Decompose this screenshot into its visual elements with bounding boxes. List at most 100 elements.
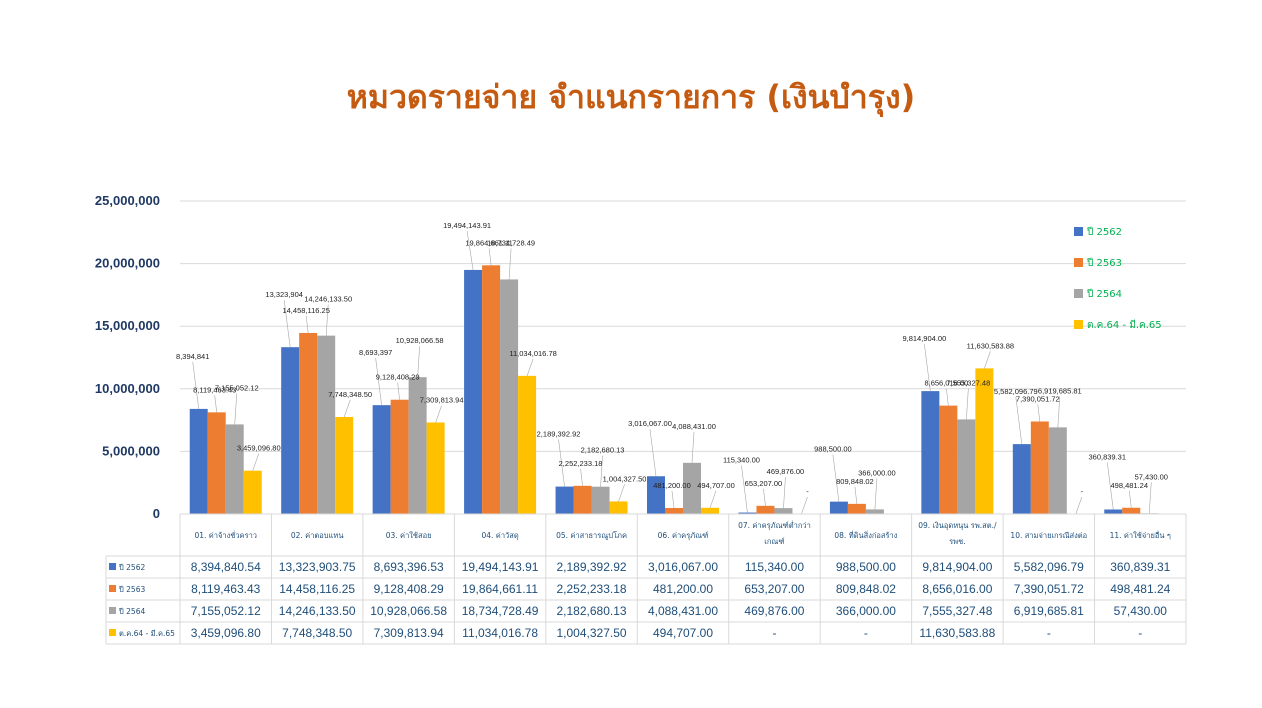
table-cell: 4,088,431.00: [648, 604, 718, 618]
table-cell: 19,494,143.91: [462, 560, 539, 574]
table-cell: 1,004,327.50: [557, 626, 627, 640]
data-label: 4,088,431.00: [672, 422, 716, 431]
table-cell: 7,555,327.48: [922, 604, 992, 618]
label-leader: [435, 405, 442, 423]
category-label: รพช.: [949, 537, 965, 546]
table-cell: 14,458,116.25: [279, 582, 355, 596]
y-tick-label: 20,000,000: [95, 256, 160, 271]
label-leader: [874, 478, 878, 510]
table-cell: 14,246,133.50: [279, 604, 356, 618]
y-tick-label: 10,000,000: [95, 381, 160, 396]
bar: [207, 412, 226, 514]
category-label: 05. ค่าสาธารณูปโภค: [556, 531, 627, 540]
table-row-swatch: [109, 629, 116, 636]
y-tick-label: 25,000,000: [95, 193, 160, 208]
data-label: -: [1081, 487, 1084, 496]
data-label: 5,582,096.79: [994, 387, 1038, 396]
bar: [390, 399, 409, 514]
table-cell: 2,189,392.92: [557, 560, 627, 574]
label-leader: [558, 439, 565, 487]
bar: [1030, 421, 1049, 514]
label-leader: [526, 358, 534, 376]
data-label: 19,494,143.91: [443, 221, 491, 230]
legend-label: ปี 2564: [1086, 288, 1122, 300]
table-row-name: ปี 2564: [118, 607, 145, 616]
bar: [957, 419, 976, 514]
label-leader: [252, 453, 260, 471]
data-label: 57,430.00: [1135, 472, 1168, 481]
legend: ปี 2562 ปี 2563 ปี 2564 ต.ค.64 - มี.ค.65: [1074, 226, 1162, 331]
bar: [829, 501, 848, 514]
bar: [665, 507, 683, 514]
data-label: -: [806, 487, 809, 496]
data-label: 115,340.00: [723, 456, 760, 465]
y-tick-label: 0: [153, 506, 160, 521]
bar: [225, 424, 244, 514]
bar: [847, 503, 866, 514]
label-leader: [741, 465, 748, 513]
bar: [243, 470, 262, 514]
data-label: 2,189,392.92: [537, 430, 581, 439]
data-label: 11,034,016.78: [509, 349, 556, 358]
bar: [738, 512, 757, 514]
data-label: 6,919,685.81: [1038, 386, 1082, 395]
bar: [1104, 509, 1123, 514]
table-cell: 498,481.24: [1110, 582, 1170, 596]
bar: [647, 476, 665, 514]
legend-label: ปี 2563: [1086, 257, 1122, 269]
label-leader: [984, 351, 991, 369]
table-cell: 653,207.00: [744, 582, 804, 596]
category-label: 01. ค่าจ้างชั่วคราว: [194, 530, 257, 540]
data-label: 9,128,408.29: [376, 373, 420, 382]
table-row-swatch: [109, 563, 116, 570]
label-leader: [1106, 462, 1114, 510]
table-cell: 988,500.00: [836, 560, 896, 574]
bar: [518, 375, 537, 514]
table-cell: -: [1138, 626, 1142, 640]
data-label: 7,309,813.94: [420, 395, 464, 404]
y-axis: 0 5,000,000 10,000,000 15,000,000 20,000,000…: [95, 193, 160, 521]
table-cell: 8,693,396.53: [374, 560, 444, 574]
bar: [774, 508, 793, 514]
table-cell: 57,430.00: [1114, 604, 1168, 618]
table-cell: 11,034,016.78: [462, 626, 538, 640]
page-title: หมวดรายจ่าย จำแนกรายการ (เงินบำรุง): [346, 78, 916, 116]
data-label: 10,928,066.58: [396, 336, 444, 345]
bar: [426, 422, 445, 514]
table-cell: 9,128,408.29: [374, 582, 444, 596]
bar: [335, 416, 354, 514]
table-cell: 6,919,685.81: [1014, 604, 1084, 618]
label-leaders: [192, 230, 1152, 515]
data-label: 7,748,348.50: [328, 390, 372, 399]
data-label: 13,323,904: [265, 290, 303, 299]
label-leader: [1037, 404, 1041, 422]
y-tick-label: 15,000,000: [95, 318, 160, 333]
data-label: 18,734,728.49: [487, 238, 535, 247]
bar: [299, 332, 318, 514]
bar: [372, 405, 391, 514]
table-row-swatch: [109, 585, 116, 592]
table-cell: 360,839.31: [1110, 560, 1170, 574]
data-label: 7,555,327.48: [946, 378, 990, 387]
label-leader: [618, 484, 625, 502]
table-cell: -: [1047, 626, 1051, 640]
label-leader: [375, 358, 382, 406]
data-table: 01. ค่าจ้างชั่วคราว 02. ค่าตอบแทน 03. ค่าใ…: [105, 513, 1187, 645]
bar: [921, 391, 940, 514]
data-label: 14,458,116.25: [282, 306, 329, 315]
label-leader: [580, 468, 583, 486]
label-leader: [966, 388, 969, 420]
category-label: เกณฑ์: [764, 537, 784, 546]
label-leader: [1015, 397, 1023, 445]
table-cell: 2,252,233.18: [557, 582, 627, 596]
label-leader: [709, 490, 717, 508]
bar: [482, 265, 501, 514]
table-cell: 494,707.00: [653, 626, 713, 640]
label-leader: [417, 346, 420, 378]
data-label: 2,182,680.13: [581, 446, 625, 455]
label-leader: [283, 300, 291, 348]
data-label: 3,016,067.00: [628, 419, 672, 428]
label-leader: [832, 454, 840, 502]
category-label: 09. เงินอุดหนุน รพ.สต./: [918, 521, 997, 530]
